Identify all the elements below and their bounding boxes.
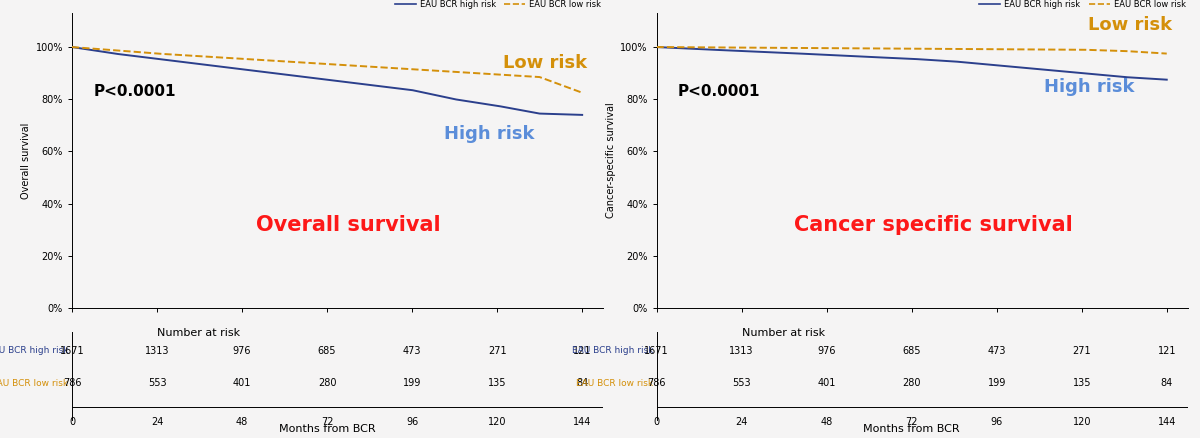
Text: 280: 280 bbox=[318, 378, 336, 388]
Text: 120: 120 bbox=[488, 417, 506, 427]
Text: High risk: High risk bbox=[1044, 78, 1135, 96]
Text: 24: 24 bbox=[736, 417, 748, 427]
Text: High risk: High risk bbox=[444, 125, 534, 143]
Text: EAU BCR high risk: EAU BCR high risk bbox=[0, 346, 68, 355]
Text: 553: 553 bbox=[148, 378, 167, 388]
Text: EAU BCR low risk: EAU BCR low risk bbox=[0, 379, 68, 388]
Text: 685: 685 bbox=[902, 346, 920, 356]
Text: Overall survival: Overall survival bbox=[256, 215, 440, 235]
Text: 199: 199 bbox=[403, 378, 421, 388]
Text: Number at risk: Number at risk bbox=[742, 328, 824, 338]
Text: 0: 0 bbox=[68, 417, 76, 427]
Text: 786: 786 bbox=[62, 378, 82, 388]
Text: 271: 271 bbox=[488, 346, 506, 356]
Text: Number at risk: Number at risk bbox=[157, 328, 240, 338]
Text: 121: 121 bbox=[572, 346, 592, 356]
Text: 72: 72 bbox=[320, 417, 334, 427]
Text: 786: 786 bbox=[647, 378, 666, 388]
Text: 401: 401 bbox=[233, 378, 251, 388]
Text: 120: 120 bbox=[1073, 417, 1091, 427]
Text: 976: 976 bbox=[817, 346, 836, 356]
Text: a): a) bbox=[2, 0, 19, 2]
Text: Cancer specific survival: Cancer specific survival bbox=[793, 215, 1073, 235]
Text: 1313: 1313 bbox=[730, 346, 754, 356]
Text: Low risk: Low risk bbox=[503, 54, 588, 72]
Text: P<0.0001: P<0.0001 bbox=[94, 84, 175, 99]
Text: 121: 121 bbox=[1158, 346, 1176, 356]
Text: Months from BCR: Months from BCR bbox=[278, 424, 376, 434]
Y-axis label: Overall survival: Overall survival bbox=[22, 122, 31, 199]
Text: 1671: 1671 bbox=[60, 346, 84, 356]
Text: 135: 135 bbox=[488, 378, 506, 388]
Text: EAU BCR low risk: EAU BCR low risk bbox=[576, 379, 653, 388]
Text: 1671: 1671 bbox=[644, 346, 668, 356]
Text: Months from BCR: Months from BCR bbox=[863, 424, 960, 434]
Text: 84: 84 bbox=[1160, 378, 1172, 388]
Text: 96: 96 bbox=[406, 417, 419, 427]
Text: 1313: 1313 bbox=[145, 346, 169, 356]
Text: 96: 96 bbox=[990, 417, 1003, 427]
Text: 280: 280 bbox=[902, 378, 920, 388]
Text: 199: 199 bbox=[988, 378, 1006, 388]
Legend: EAU BCR high risk, EAU BCR low risk: EAU BCR high risk, EAU BCR low risk bbox=[391, 0, 605, 12]
Text: 48: 48 bbox=[821, 417, 833, 427]
Text: 473: 473 bbox=[988, 346, 1006, 356]
Text: 48: 48 bbox=[236, 417, 248, 427]
Text: 144: 144 bbox=[1158, 417, 1176, 427]
Text: EAU BCR high risk: EAU BCR high risk bbox=[571, 346, 653, 355]
Text: 84: 84 bbox=[576, 378, 588, 388]
Y-axis label: Cancer-specific survival: Cancer-specific survival bbox=[606, 102, 616, 219]
Text: 271: 271 bbox=[1073, 346, 1091, 356]
Text: 473: 473 bbox=[403, 346, 421, 356]
Text: P<0.0001: P<0.0001 bbox=[678, 84, 761, 99]
Text: 401: 401 bbox=[817, 378, 836, 388]
Text: 553: 553 bbox=[732, 378, 751, 388]
Text: 135: 135 bbox=[1073, 378, 1091, 388]
Text: 685: 685 bbox=[318, 346, 336, 356]
Text: b): b) bbox=[588, 0, 605, 2]
Text: Low risk: Low risk bbox=[1088, 16, 1172, 34]
Text: 72: 72 bbox=[906, 417, 918, 427]
Legend: EAU BCR high risk, EAU BCR low risk: EAU BCR high risk, EAU BCR low risk bbox=[976, 0, 1189, 12]
Text: 976: 976 bbox=[233, 346, 251, 356]
Text: 0: 0 bbox=[654, 417, 660, 427]
Text: 24: 24 bbox=[151, 417, 163, 427]
Text: 144: 144 bbox=[572, 417, 592, 427]
